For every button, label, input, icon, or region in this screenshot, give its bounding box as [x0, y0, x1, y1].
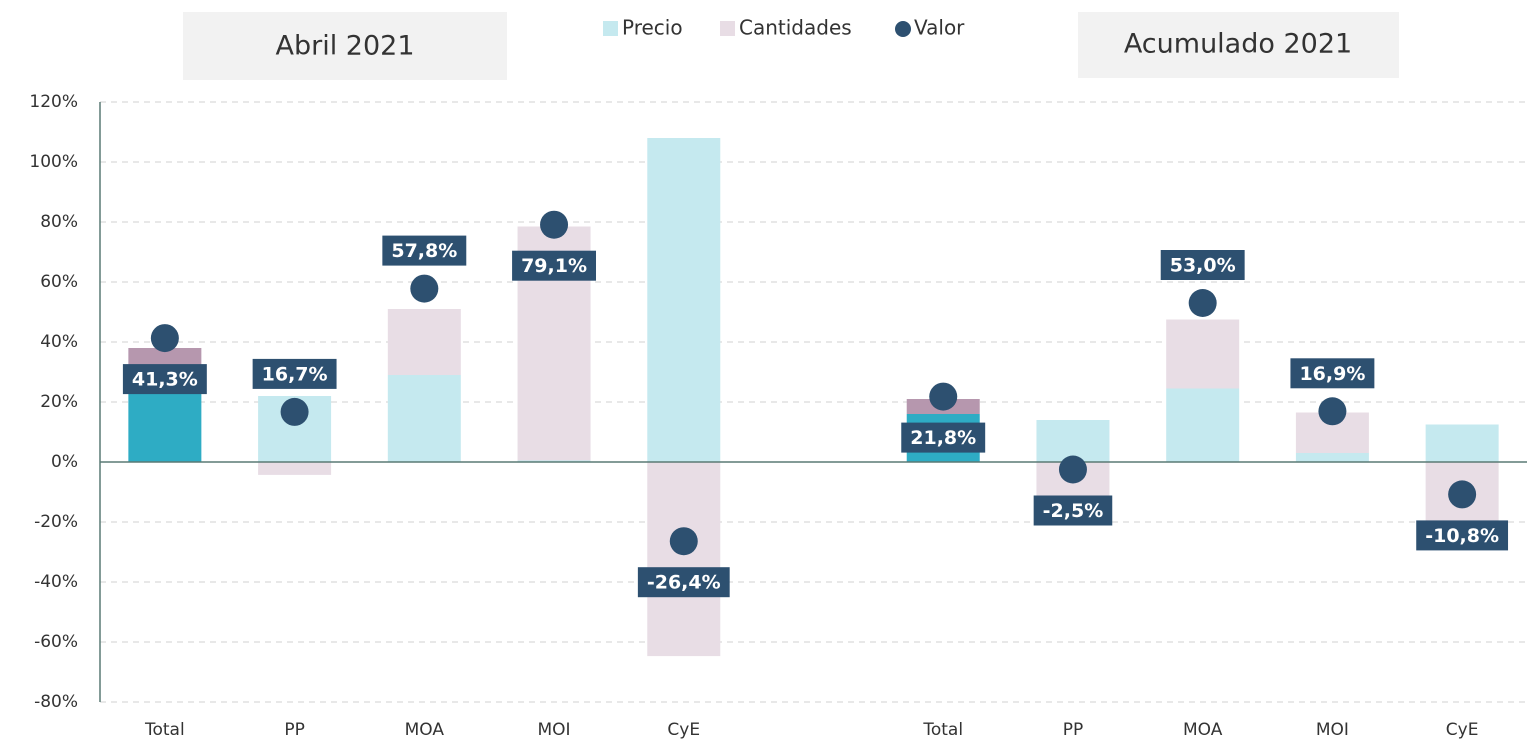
legend-label: Valor — [914, 16, 965, 40]
x-tick-label: MOI — [1316, 720, 1349, 740]
data-label-box — [637, 567, 730, 598]
dot — [1318, 397, 1347, 426]
data-label-box — [1416, 520, 1509, 551]
dot — [1058, 455, 1087, 484]
y-tick-label: 120% — [29, 92, 78, 112]
data-label: 41,3% — [132, 369, 198, 391]
bar — [1166, 319, 1240, 389]
x-tick-label: MOI — [538, 720, 571, 740]
bar — [387, 309, 461, 375]
x-tick-label: PP — [284, 720, 305, 740]
x-tick-label: CyE — [1446, 720, 1479, 740]
data-label-box — [1033, 495, 1113, 526]
legend-marker — [720, 21, 735, 36]
x-tick-label: CyE — [667, 720, 700, 740]
y-tick-label: 20% — [40, 392, 78, 412]
data-label: 21,8% — [910, 427, 976, 449]
data-label-box — [122, 364, 207, 395]
y-tick-label: 80% — [40, 212, 78, 232]
y-tick-label: 40% — [40, 332, 78, 352]
bar — [647, 138, 721, 462]
y-tick-label: -40% — [34, 572, 78, 592]
bar — [1166, 388, 1240, 462]
bar — [1425, 424, 1499, 462]
bar — [1036, 420, 1110, 462]
data-label-box — [1290, 358, 1375, 389]
bar — [647, 462, 721, 657]
x-tick-label: PP — [1063, 720, 1084, 740]
dot — [669, 527, 698, 556]
legend-label: Cantidades — [739, 16, 852, 40]
data-label-box — [512, 250, 597, 281]
data-label-box — [901, 422, 986, 453]
dot — [1448, 480, 1477, 509]
dot — [410, 274, 439, 303]
y-tick-label: 60% — [40, 272, 78, 292]
data-label: 57,8% — [391, 240, 457, 262]
y-tick-label: 0% — [51, 452, 78, 472]
annotation: Acumulado 2021 — [1124, 29, 1352, 60]
x-tick-label: MOA — [1183, 720, 1223, 740]
dot — [929, 382, 958, 411]
data-label: -26,4% — [647, 572, 721, 594]
dot — [1188, 289, 1217, 317]
dot — [150, 324, 179, 353]
legend-marker — [895, 21, 911, 37]
bar — [387, 375, 461, 462]
dot — [540, 210, 569, 239]
y-tick-label: -60% — [34, 632, 78, 652]
y-tick-label: 100% — [29, 152, 78, 172]
data-label: 53,0% — [1170, 255, 1236, 277]
y-tick-label: -20% — [34, 512, 78, 532]
y-tick-label: -80% — [34, 692, 78, 712]
bar — [258, 462, 332, 475]
data-label-box — [252, 358, 337, 389]
data-label: -10,8% — [1425, 525, 1499, 547]
data-label-box — [382, 235, 467, 266]
data-label: 16,9% — [1299, 363, 1365, 385]
data-label: 79,1% — [521, 255, 587, 277]
data-label-box — [1160, 250, 1245, 280]
legend-marker — [603, 21, 618, 36]
x-tick-label: MOA — [405, 720, 445, 740]
bar — [1295, 453, 1369, 462]
data-label: -2,5% — [1043, 500, 1104, 522]
annotation: Abril 2021 — [275, 31, 414, 62]
x-tick-label: Total — [922, 720, 963, 740]
annotation-box — [1078, 12, 1399, 78]
data-label: 16,7% — [262, 363, 328, 385]
legend-label: Precio — [622, 16, 683, 40]
bar — [128, 385, 202, 462]
x-tick-label: Total — [144, 720, 185, 740]
annotation-box — [183, 12, 507, 80]
dot — [280, 397, 309, 426]
